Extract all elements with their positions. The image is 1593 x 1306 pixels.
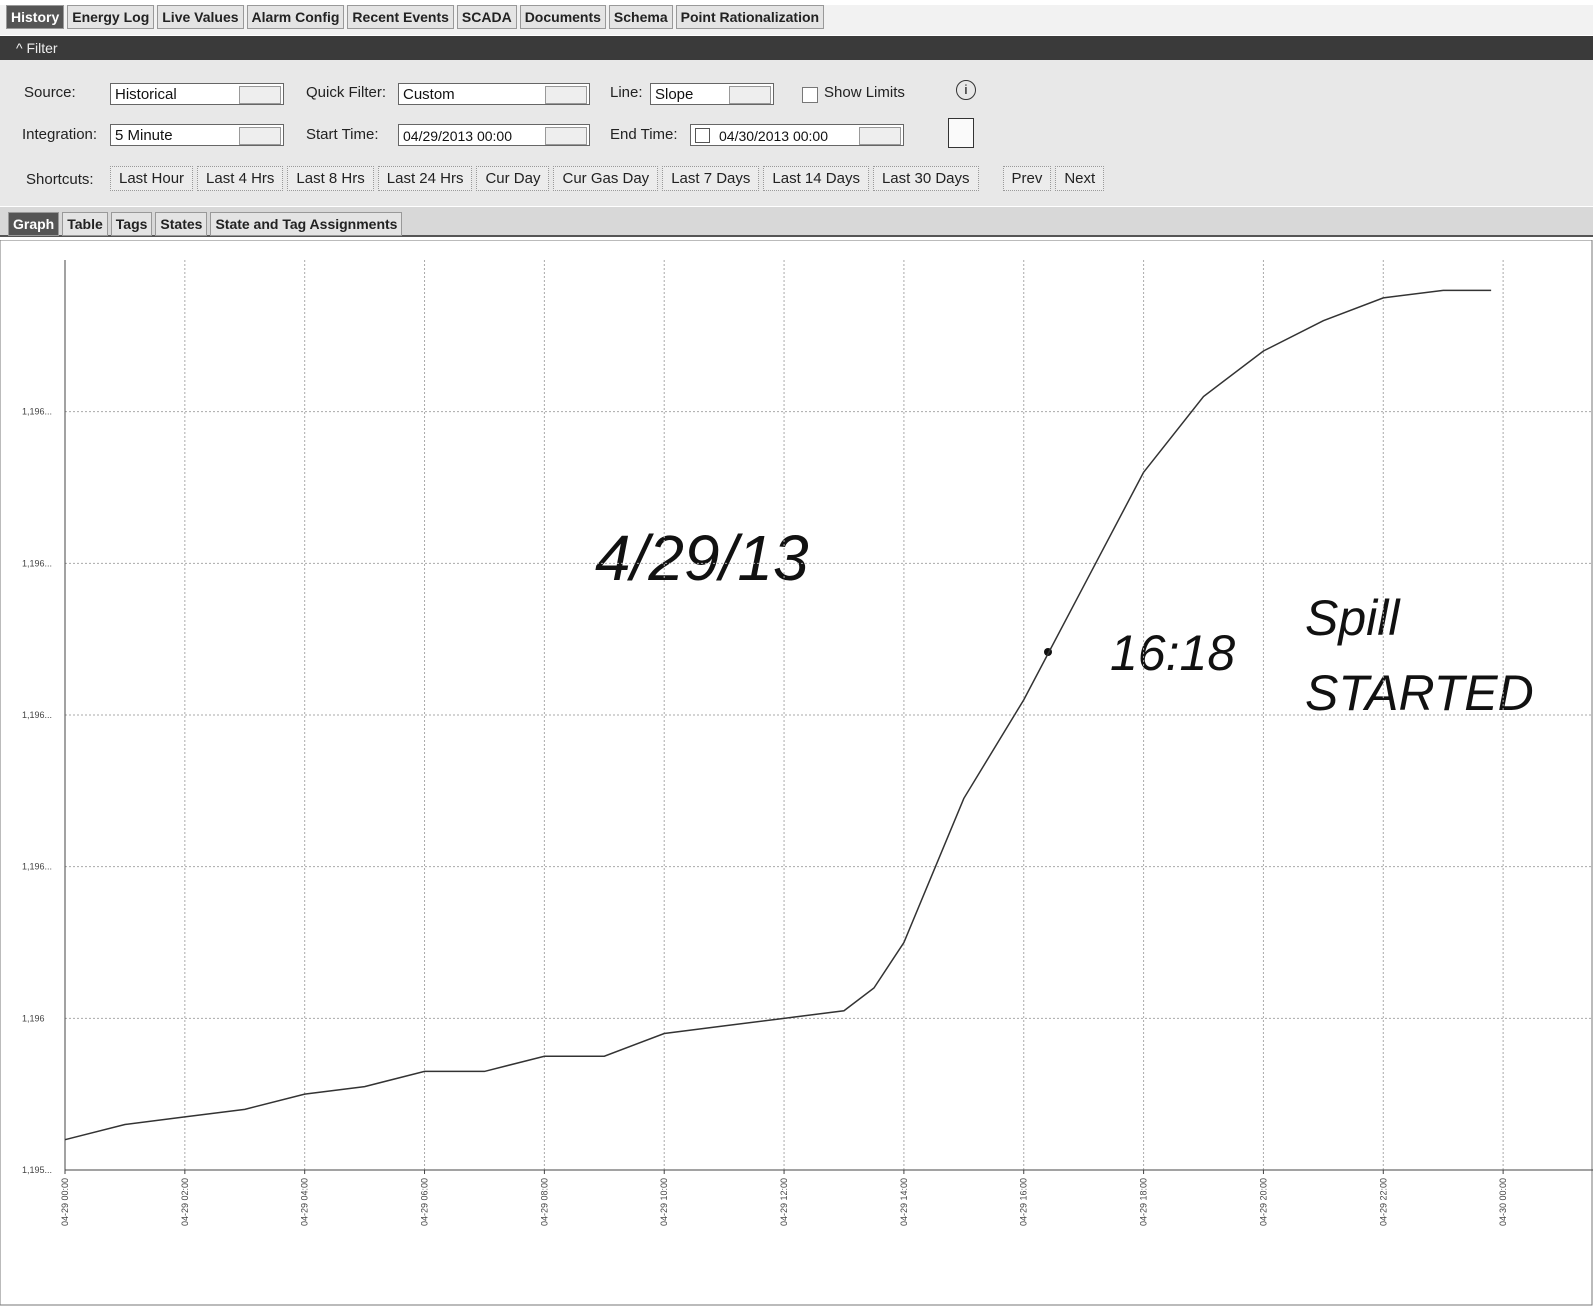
- shortcuts: Last Hour Last 4 Hrs Last 8 Hrs Last 24 Hrs…: [110, 166, 1108, 191]
- filter-title: Filter: [26, 40, 58, 56]
- spin: [239, 127, 281, 145]
- x-tick-label: 04-29 22:00: [1378, 1178, 1388, 1226]
- y-tick-label: 1,196...: [22, 862, 52, 872]
- tab[interactable]: Live Values: [157, 5, 244, 29]
- label: Line:: [610, 84, 643, 101]
- tab-bar: History Energy Log Live Values Alarm Config…: [0, 5, 1593, 35]
- tab[interactable]: Schema: [608, 5, 673, 29]
- label: Quick Filter:: [306, 84, 387, 101]
- label: Shortcuts:: [26, 171, 94, 188]
- subtab[interactable]: Tags: [110, 212, 153, 236]
- x-tick-label: 04-29 18:00: [1139, 1178, 1149, 1226]
- y-tick-label: 1,196...: [22, 558, 52, 568]
- shortcut-button[interactable]: Last 8 Hrs: [287, 166, 374, 191]
- tab[interactable]: History: [6, 5, 65, 29]
- shortcut-button[interactable]: Last 14 Days: [763, 166, 869, 191]
- label: Source:: [24, 84, 76, 101]
- filter-panel: Source: Historical Quick Filter: Custom …: [0, 60, 1593, 206]
- annotation: 16:18: [1110, 625, 1235, 681]
- spin: [545, 127, 587, 145]
- line-select[interactable]: Slope: [650, 83, 774, 105]
- x-tick-label: 04-29 20:00: [1258, 1178, 1268, 1226]
- label: End Time:: [610, 126, 678, 143]
- x-tick-label: 04-29 00:00: [60, 1178, 70, 1226]
- annotation: 4/29/13: [595, 522, 809, 594]
- x-tick-label: 04-29 08:00: [539, 1178, 549, 1226]
- x-tick-label: 04-30 00:00: [1498, 1178, 1508, 1226]
- x-tick-label: 04-29 16:00: [1019, 1178, 1029, 1226]
- y-tick-label: 1,196: [22, 1013, 45, 1023]
- value: 04/30/2013 00:00: [719, 128, 828, 144]
- x-tick-label: 04-29 06:00: [420, 1178, 430, 1226]
- spin: [729, 86, 771, 104]
- data-line: [64, 289, 1492, 1141]
- prev-button[interactable]: Prev: [1002, 166, 1052, 191]
- x-tick-label: 04-29 12:00: [779, 1178, 789, 1226]
- shortcut-button[interactable]: Cur Gas Day: [553, 166, 659, 191]
- x-tick-label: 04-29 14:00: [899, 1178, 909, 1226]
- shortcut-button[interactable]: Last 30 Days: [872, 166, 979, 191]
- value: 5 Minute: [115, 127, 173, 144]
- annotation: Spill: [1305, 590, 1401, 646]
- checkbox[interactable]: [802, 87, 818, 103]
- shortcut-button[interactable]: Last Hour: [110, 166, 194, 191]
- subtab[interactable]: State and Tag Assignments: [210, 212, 403, 236]
- integration-select[interactable]: 5 Minute: [110, 124, 284, 146]
- quick-filter-select[interactable]: Custom: [398, 83, 590, 105]
- label: Start Time:: [306, 126, 379, 143]
- tab[interactable]: Energy Log: [67, 5, 155, 29]
- value: Historical: [115, 86, 177, 103]
- shortcut-button[interactable]: Last 7 Days: [662, 166, 760, 191]
- checkbox[interactable]: [695, 128, 710, 143]
- tab[interactable]: SCADA: [456, 5, 517, 29]
- subtab[interactable]: Table: [62, 212, 108, 236]
- subtab-bar: Graph Table Tags States State and Tag Assign…: [0, 207, 1593, 237]
- x-tick-label: 04-29 04:00: [300, 1178, 310, 1226]
- shortcut-button[interactable]: Last 4 Hrs: [197, 166, 284, 191]
- spin: [545, 86, 587, 104]
- source-select[interactable]: Historical: [110, 83, 284, 105]
- label: Integration:: [22, 126, 98, 143]
- y-tick-label: 1,195...: [22, 1165, 52, 1175]
- refresh-button[interactable]: [948, 118, 974, 148]
- y-tick-label: 1,196...: [22, 710, 52, 720]
- annotation: STARTED: [1305, 665, 1534, 721]
- filter-header[interactable]: ^ Filter: [0, 36, 1593, 60]
- value: Slope: [655, 86, 694, 103]
- end-time[interactable]: 04/30/2013 00:00: [690, 124, 904, 146]
- value: 04/29/2013 00:00: [403, 128, 512, 144]
- subtab[interactable]: States: [155, 212, 208, 236]
- spin: [859, 127, 901, 145]
- value: Custom: [403, 86, 455, 103]
- tab[interactable]: Alarm Config: [246, 5, 345, 29]
- y-tick-label: 1,196...: [22, 407, 52, 417]
- info-icon[interactable]: i: [956, 80, 976, 100]
- subtab[interactable]: Graph: [8, 212, 60, 236]
- x-tick-label: 04-29 02:00: [180, 1178, 190, 1226]
- tab[interactable]: Documents: [519, 5, 606, 29]
- start-time[interactable]: 04/29/2013 00:00: [398, 124, 590, 146]
- spin: [239, 86, 281, 104]
- shortcut-button[interactable]: Cur Day: [476, 166, 550, 191]
- chart: 4/29/13 16:18 Spill STARTED 1,195... 1,19…: [0, 240, 1593, 1306]
- label: Show Limits: [824, 84, 905, 101]
- next-button[interactable]: Next: [1055, 166, 1105, 191]
- chart-frame: [0, 240, 1593, 1306]
- tab[interactable]: Recent Events: [347, 5, 454, 29]
- tab[interactable]: Point Rationalization: [675, 5, 825, 29]
- x-tick-label: 04-29 10:00: [659, 1178, 669, 1226]
- shortcut-button[interactable]: Last 24 Hrs: [377, 166, 473, 191]
